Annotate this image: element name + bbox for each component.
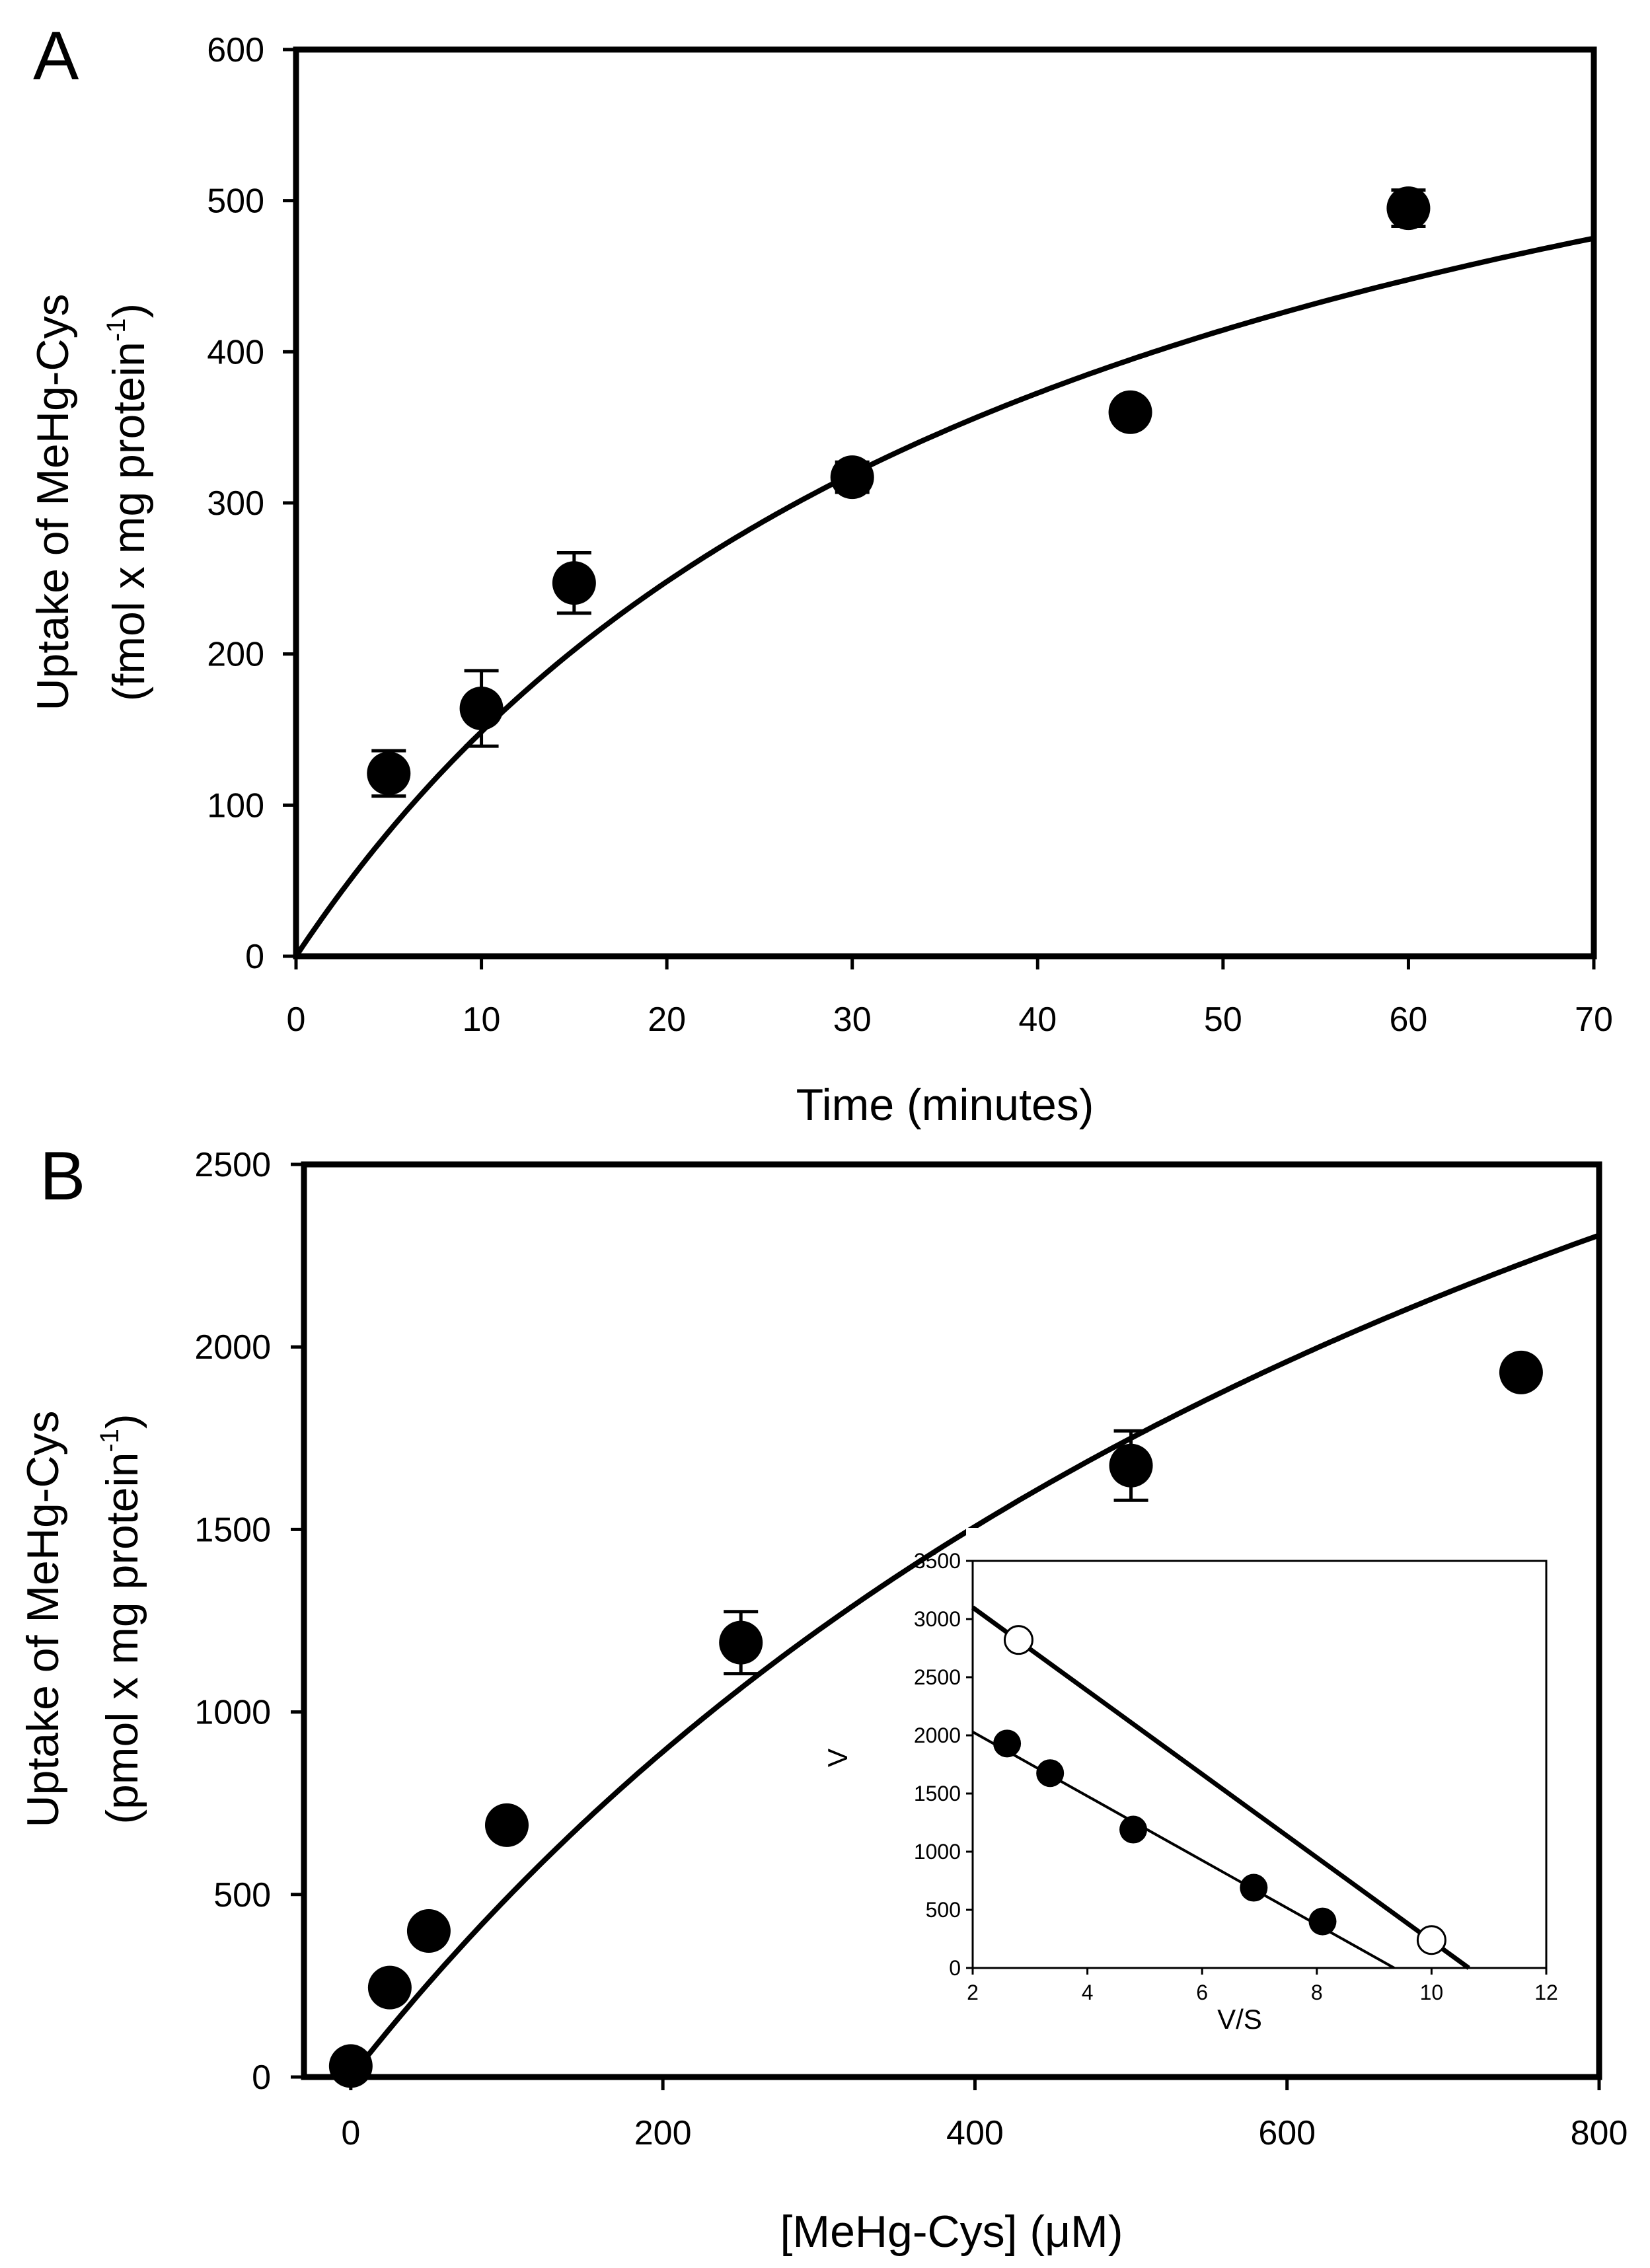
- x-tick-label: 40: [1018, 1001, 1057, 1039]
- y-axis-label-line1: Uptake of MeHg-Cys: [28, 293, 78, 710]
- y-tick-label: 200: [207, 636, 264, 674]
- y-tick-label: 2500: [194, 1146, 271, 1184]
- data-point: [1499, 1350, 1543, 1394]
- y-axis-label: Uptake of MeHg-Cys: [28, 293, 78, 710]
- y-tick-label: 300: [207, 484, 264, 523]
- plot-frame: [293, 46, 1597, 960]
- y-axis-units-close: ): [97, 1414, 147, 1429]
- y-tick-label: 0: [252, 2059, 271, 2097]
- data-point: [1386, 186, 1431, 231]
- x-tick-label: 200: [634, 2114, 692, 2152]
- x-tick-label: 0: [341, 2114, 360, 2152]
- fit-curve: [348, 1232, 1600, 2079]
- x-tick-label: 600: [1258, 2114, 1316, 2152]
- inset-regression-line-open: [971, 1605, 1470, 1970]
- inset-x-tick-label: 12: [1534, 1981, 1558, 2004]
- y-tick-label: 100: [207, 786, 264, 825]
- fit-curve: [293, 235, 1594, 958]
- inset-data-point-filled: [1119, 1815, 1148, 1844]
- inset-x-axis-label: V/S: [1217, 2004, 1262, 2035]
- inset-x-tick-label: 4: [1082, 1981, 1094, 2004]
- data-point: [1109, 1443, 1153, 1488]
- y-axis-units-close: ): [104, 303, 154, 319]
- y-axis-units-text: (pmol x mg protein: [97, 1453, 147, 1825]
- y-axis-label-units: (fmol x mg protein-1): [102, 303, 154, 701]
- inset-data-point-filled: [1240, 1873, 1268, 1902]
- y-tick-label: 600: [207, 31, 264, 69]
- y-tick-label: 0: [245, 938, 264, 976]
- x-axis-label: [MeHg-Cys] (μM): [780, 2207, 1123, 2257]
- inset-y-axis-label: V: [822, 1749, 853, 1767]
- inset-data-point-open: [1416, 1925, 1446, 1955]
- x-tick-label: 400: [946, 2114, 1004, 2152]
- inset-y-tick-label: 500: [926, 1898, 961, 1922]
- data-point: [328, 2044, 373, 2088]
- y-tick-label: 400: [207, 333, 264, 371]
- plot-frame: [301, 1161, 1602, 2080]
- data-point: [459, 686, 504, 730]
- y-axis-label-units: (pmol x mg protein-1): [95, 1414, 147, 1824]
- inset-y-tick-label: 1500: [914, 1782, 961, 1805]
- y-axis-label-line2: (fmol x mg protein-1): [102, 303, 154, 701]
- y-axis-units-superscript: -1: [102, 318, 131, 342]
- x-tick-label: 30: [833, 1001, 872, 1039]
- inset-y-axis-label-group: V: [822, 1749, 853, 1767]
- x-axis-label: Time (minutes): [796, 1080, 1094, 1130]
- inset-data-point-filled: [1308, 1907, 1337, 1936]
- inset-data-point-filled: [1036, 1759, 1065, 1788]
- inset-y-tick-label: 2500: [914, 1665, 961, 1689]
- y-tick-label: 1500: [194, 1511, 271, 1549]
- inset-y-tick-label: 0: [949, 1956, 961, 1980]
- data-point: [367, 1965, 412, 2010]
- inset-data-point-open: [1003, 1625, 1033, 1655]
- inset-y-tick-label: 1000: [914, 1840, 961, 1864]
- data-point: [719, 1620, 763, 1665]
- x-tick-label: 800: [1571, 2114, 1628, 2152]
- x-tick-label: 0: [287, 1001, 306, 1039]
- x-tick-label: 50: [1204, 1001, 1242, 1039]
- inset-x-tick-label: 8: [1311, 1981, 1323, 2004]
- y-axis-units-text: (fmol x mg protein: [104, 342, 154, 701]
- inset-frame: [971, 1560, 1548, 1969]
- panel-letter: B: [40, 1138, 85, 1215]
- y-tick-label: 1000: [194, 1694, 271, 1732]
- panel-letter: A: [33, 18, 79, 94]
- x-tick-label: 70: [1575, 1001, 1613, 1039]
- inset-chart: 2 4 6 8 10 12 0 500 1000 1500 2000 2500 3000 3500 V/S V: [822, 1528, 1579, 2035]
- inset-y-tick-label: 3500: [914, 1549, 961, 1573]
- inset-y-tick-label: 2000: [914, 1723, 961, 1747]
- y-axis-label-line2: (pmol x mg protein-1): [95, 1414, 147, 1824]
- x-tick-label: 10: [463, 1001, 501, 1039]
- x-tick-label: 20: [648, 1001, 686, 1039]
- y-axis-units-superscript: -1: [95, 1429, 124, 1453]
- inset-x-tick-label: 2: [967, 1981, 979, 2004]
- data-point: [484, 1803, 529, 1847]
- data-point: [367, 751, 411, 796]
- inset-background: [966, 1528, 1579, 2021]
- chart-panel-b: B0 200 400 600 80005001000150020002500[MeHg-…: [18, 1138, 1628, 2257]
- y-axis-label: Uptake of MeHg-Cys: [18, 1410, 68, 1827]
- y-axis-label-line1: Uptake of MeHg-Cys: [18, 1410, 68, 1827]
- data-point: [552, 561, 596, 605]
- inset-y-tick-label: 3000: [914, 1607, 961, 1631]
- y-tick-label: 500: [207, 182, 264, 221]
- y-tick-label: 2000: [194, 1328, 271, 1367]
- data-point: [830, 455, 874, 500]
- x-tick-label: 60: [1390, 1001, 1428, 1039]
- y-tick-label: 500: [213, 1876, 271, 1914]
- inset-data-point-filled: [993, 1729, 1022, 1758]
- data-point: [406, 1909, 451, 1953]
- inset-x-tick-label: 10: [1420, 1981, 1444, 2004]
- data-point: [1108, 390, 1152, 434]
- chart-panel-a: A 0 10 20 30 40 50 60 70 0 100 200 300 400 500 600 Time …: [28, 18, 1613, 1130]
- inset-x-tick-label: 6: [1196, 1981, 1208, 2004]
